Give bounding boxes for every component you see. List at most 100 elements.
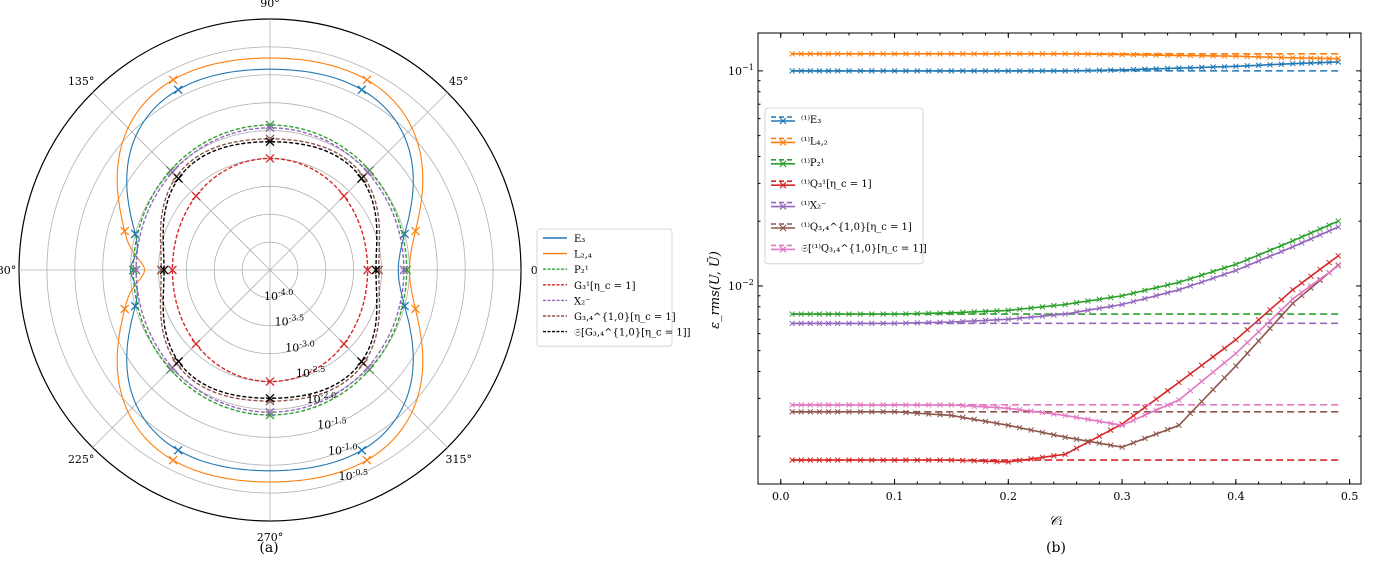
polar-series-marker	[357, 85, 367, 95]
radial-tick-labels: 10-4.010-3.510-3.010-2.510-2.010-1.510-1…	[264, 288, 368, 483]
series-marker	[1278, 307, 1285, 313]
series-marker	[1130, 417, 1137, 424]
series-marker	[1317, 276, 1323, 282]
polar-series-marker	[168, 75, 178, 85]
series-marker	[1096, 51, 1103, 58]
series-marker	[971, 416, 978, 423]
series-marker	[1096, 305, 1103, 312]
series-marker	[857, 68, 864, 74]
series-marker	[1278, 61, 1285, 68]
angle-tick-labels: 0°45°90°135°180°225°270°315°	[0, 0, 543, 544]
series-marker	[807, 457, 814, 463]
radial-tick-label: 10-1.0	[328, 442, 357, 457]
series-marker	[789, 402, 795, 408]
radial-tick-base: 10	[339, 470, 353, 483]
series-marker	[1073, 67, 1080, 74]
series-marker	[825, 457, 832, 463]
series-marker	[834, 311, 841, 317]
series-marker	[1244, 256, 1251, 263]
series-marker	[1164, 402, 1171, 408]
series-marker	[1039, 429, 1046, 436]
series-marker	[1005, 422, 1012, 429]
series-marker	[903, 320, 909, 326]
series-marker	[1255, 53, 1262, 60]
polar-series-marker	[265, 377, 275, 387]
series-marker	[1298, 240, 1305, 246]
series-marker	[1210, 353, 1216, 360]
series-marker	[1039, 50, 1046, 57]
legend-b-marker	[779, 224, 787, 232]
x-tick-label-b: 0.1	[886, 490, 904, 503]
polar-series-line	[162, 140, 378, 399]
radial-tick-base: 10	[285, 341, 299, 354]
series-marker	[914, 410, 921, 417]
series-marker	[1028, 427, 1034, 433]
radial-tick-label: 10-4.0	[264, 288, 293, 303]
radial-tick-base: 10	[264, 290, 278, 303]
series-marker	[868, 320, 875, 327]
series-marker	[1005, 405, 1012, 412]
series-marker	[1141, 295, 1148, 302]
series-marker	[857, 320, 864, 327]
series-marker	[857, 402, 864, 408]
axes-b	[757, 32, 1362, 485]
series-marker	[1198, 52, 1205, 59]
series-marker	[1187, 387, 1194, 394]
legend-a-label: E₃	[574, 234, 585, 245]
legend-a: E₃ L₂,₄ P₂¹ G₃¹[η_c = 1] X₂⁻ G₃,₄^{1,0}[η_c =…	[536, 228, 691, 347]
series-marker	[798, 311, 805, 317]
series-marker	[891, 402, 898, 408]
series-marker	[1289, 296, 1296, 302]
series-marker	[982, 68, 989, 74]
series-marker	[1107, 294, 1114, 301]
line-chart-b: 0.0 0.1 0.2 0.3 0.4 0.510−110−2 ⁽¹⁾E₃⁽¹⁾L₄,₂⁽…	[728, 32, 1362, 503]
series-marker	[868, 457, 875, 463]
series-marker	[1335, 55, 1342, 62]
legend-b-label: ⁽¹⁾X₂⁻	[801, 201, 826, 212]
series-marker	[834, 402, 841, 408]
series-marker	[1267, 325, 1273, 332]
series-marker	[825, 402, 832, 408]
polar-series-marker	[174, 174, 183, 183]
series-marker	[834, 408, 841, 415]
series-marker	[1308, 230, 1314, 236]
series-marker	[1153, 284, 1160, 291]
series-marker	[1326, 259, 1332, 266]
series-marker	[816, 68, 823, 74]
series-marker	[1187, 64, 1194, 71]
series-marker	[825, 50, 832, 57]
series-marker	[1244, 339, 1251, 346]
series-marker	[937, 411, 943, 418]
legend-b-frame	[764, 107, 924, 265]
series-marker	[914, 68, 921, 74]
series-marker	[1141, 287, 1148, 294]
radial-tick-exponent: -2.5	[310, 365, 325, 374]
series-marker	[925, 68, 932, 74]
caption-b: (b)	[1046, 540, 1066, 556]
radial-tick-label: 10-3.5	[275, 314, 304, 329]
series-marker	[1062, 50, 1069, 57]
series-marker	[1085, 416, 1091, 423]
series-marker	[1255, 338, 1262, 344]
series-marker	[1289, 300, 1296, 307]
legend-a-label: G₃,₄^{1,0}[η_c = 1]	[574, 312, 676, 323]
series-marker	[1085, 307, 1091, 314]
series-marker	[948, 50, 955, 57]
series-marker	[959, 414, 966, 421]
series-line	[792, 255, 1339, 463]
series-marker	[971, 50, 978, 57]
series-marker	[994, 316, 1000, 323]
series-marker	[1232, 336, 1239, 343]
series-marker	[1278, 54, 1285, 61]
series-marker	[1028, 305, 1034, 311]
series-marker	[1062, 434, 1069, 441]
series-marker	[1221, 53, 1228, 59]
series-marker	[1096, 440, 1103, 447]
series-marker	[1298, 234, 1305, 240]
legend-b-label: ⁽¹⁾Q₃¹[η_c = 1]	[801, 179, 872, 190]
legend-a-label: L₂,₄	[574, 250, 592, 261]
legend-b-marker	[779, 203, 787, 211]
series-marker	[971, 403, 978, 410]
series-marker	[1278, 296, 1285, 303]
series-marker	[1198, 272, 1205, 278]
